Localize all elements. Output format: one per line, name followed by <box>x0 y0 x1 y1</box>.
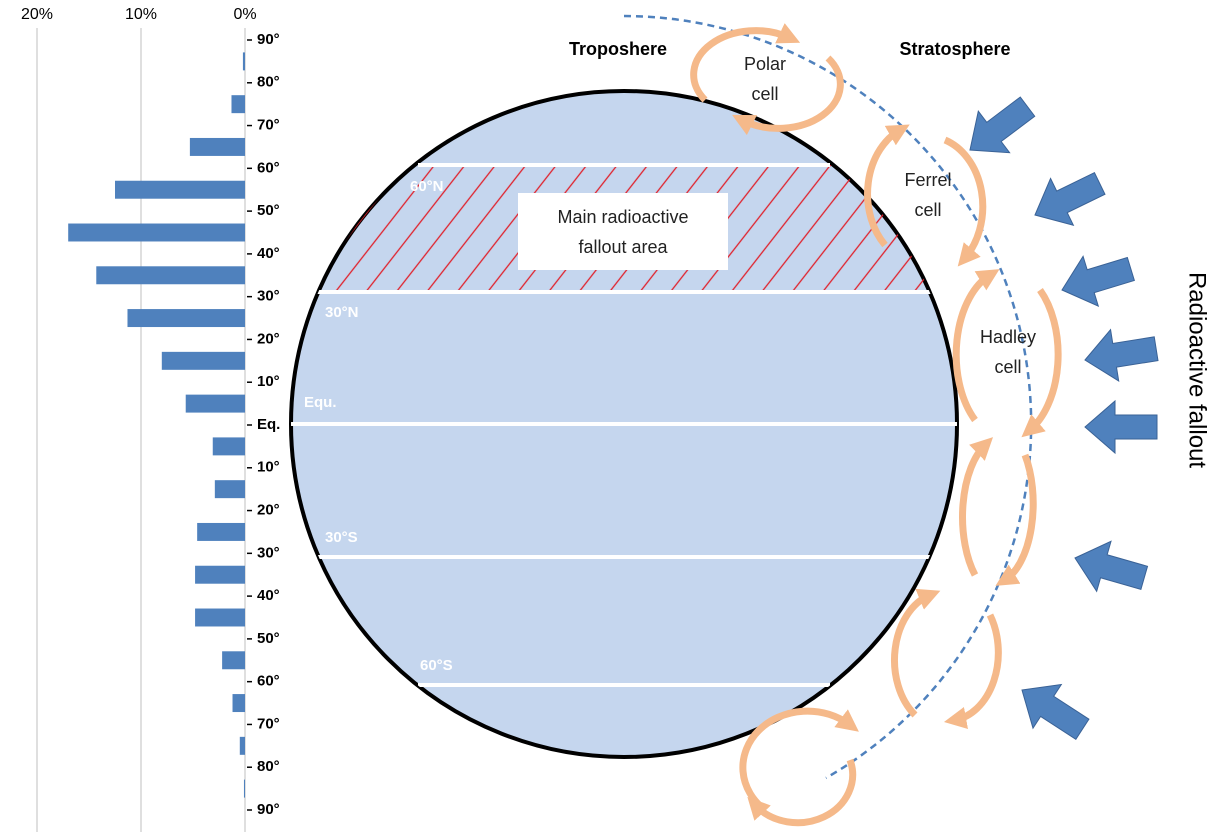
bar <box>96 266 245 285</box>
x-tick-label: 0% <box>233 6 256 23</box>
fallout-arrow <box>1021 683 1090 740</box>
y-tick-label: 50° <box>257 630 280 647</box>
label-box <box>518 193 728 270</box>
zone-label: 30°N <box>325 304 359 321</box>
cell-arrow <box>747 758 857 827</box>
y-tick-label: 60° <box>257 159 280 176</box>
bar <box>232 694 245 713</box>
bar <box>212 437 245 456</box>
y-tick-label: 40° <box>257 587 280 604</box>
cell-arrow <box>732 55 844 136</box>
cell-label: Hadley <box>980 327 1036 347</box>
bar-chart: 20% 10% 0%90°80°70°60°50°40°30°20°10°Eq.10… <box>21 6 280 832</box>
bar <box>214 480 245 499</box>
main-area-label: fallout area <box>578 237 668 257</box>
y-tick-label: 70° <box>257 715 280 732</box>
cells <box>690 23 1062 827</box>
stratosphere-label: Stratosphere <box>899 39 1010 59</box>
y-tick-label: 60° <box>257 673 280 690</box>
y-tick-label: 90° <box>257 31 280 48</box>
bar <box>115 180 245 199</box>
zone-label: 60°N <box>410 178 444 195</box>
cell-label: Polar <box>744 54 786 74</box>
bar <box>239 736 245 755</box>
cell-label: cell <box>751 84 778 104</box>
bar <box>185 394 245 413</box>
y-tick-label: Eq. <box>257 416 280 433</box>
bar <box>243 779 245 798</box>
y-tick-label: 50° <box>257 202 280 219</box>
cell-arrow <box>739 707 859 813</box>
cell-arrow <box>1021 287 1062 438</box>
cell-arrow <box>943 613 1002 729</box>
y-tick-label: 20° <box>257 502 280 519</box>
cell-label: cell <box>914 200 941 220</box>
bar <box>68 223 245 242</box>
bar <box>195 608 245 627</box>
fallout-arrow <box>1084 328 1159 382</box>
y-tick-label: 30° <box>257 544 280 561</box>
bar <box>197 522 245 541</box>
cell-arrow <box>864 124 910 248</box>
bar <box>242 52 245 71</box>
zone-label: 60°S <box>420 657 453 674</box>
cell-arrow <box>952 269 1000 423</box>
bar <box>161 351 245 370</box>
cell-arrow <box>995 453 1037 586</box>
zone-label: 30°S <box>325 529 358 546</box>
fallout-arrow <box>1034 171 1106 226</box>
y-tick-label: 90° <box>257 801 280 818</box>
bar <box>231 95 245 114</box>
y-tick-label: 30° <box>257 288 280 305</box>
cell-arrow <box>943 136 987 267</box>
y-tick-label: 40° <box>257 245 280 262</box>
y-tick-label: 80° <box>257 758 280 775</box>
bar <box>127 309 245 328</box>
side-label: Radioactive fallout <box>1184 272 1211 468</box>
cell-label: cell <box>994 357 1021 377</box>
zone-label: Equ. <box>304 394 337 411</box>
cell-label: Ferrel <box>904 170 951 190</box>
cell-arrow <box>690 23 801 103</box>
cell-arrow <box>959 437 994 577</box>
bar <box>189 137 245 156</box>
bar <box>195 565 245 584</box>
main-area-label: Main radioactive <box>557 207 688 227</box>
y-tick-label: 70° <box>257 117 280 134</box>
fallout-arrow <box>1084 399 1158 455</box>
x-tick-label: 20% <box>21 6 53 23</box>
x-tick-label: 10% <box>125 6 157 23</box>
troposphere-label: Troposhere <box>569 39 667 59</box>
y-tick-label: 80° <box>257 74 280 91</box>
fallout-arrows <box>969 96 1159 740</box>
y-tick-label: 10° <box>257 373 280 390</box>
cell-arrow <box>891 588 941 718</box>
fallout-arrow <box>1061 255 1135 307</box>
y-tick-label: 10° <box>257 459 280 476</box>
stratosphere-boundary <box>623 14 1033 780</box>
bar <box>222 651 245 670</box>
fallout-arrow <box>969 96 1036 154</box>
fallout-arrow <box>1074 540 1149 593</box>
diagram: Main radioactive fallout area 60°N 30°N … <box>289 14 1211 827</box>
y-tick-label: 20° <box>257 330 280 347</box>
